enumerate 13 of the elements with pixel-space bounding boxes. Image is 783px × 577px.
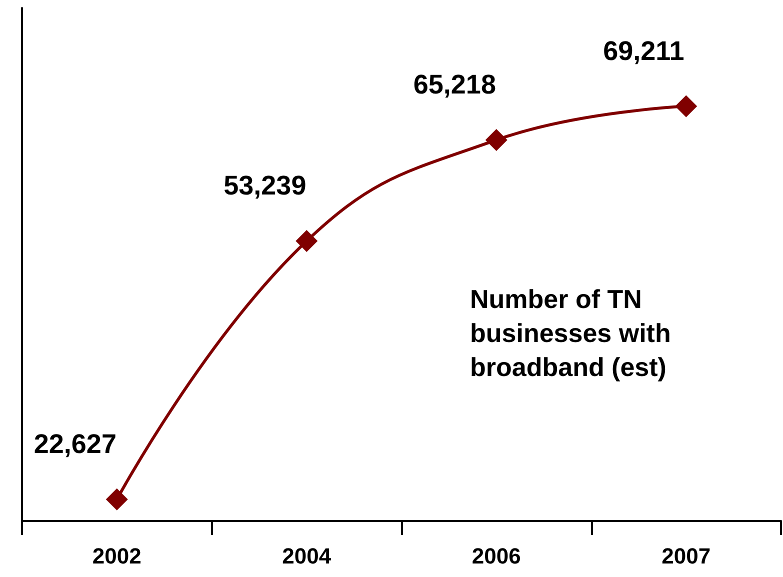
annotation: Number of TN businesses with broadband (est)	[470, 284, 678, 382]
data-label: 22,627	[34, 428, 116, 459]
x-tick-label: 2006	[472, 544, 521, 568]
data-label: 53,239	[224, 170, 306, 201]
x-tick-label: 2007	[662, 544, 711, 568]
point	[675, 95, 698, 118]
x-tick-label: 2004	[282, 544, 332, 568]
point	[296, 230, 318, 252]
point	[485, 128, 508, 151]
point	[106, 488, 128, 510]
data-label: 69,211	[603, 36, 684, 66]
x-tick-label: 2002	[92, 544, 142, 568]
data-label: 65,218	[413, 69, 496, 100]
